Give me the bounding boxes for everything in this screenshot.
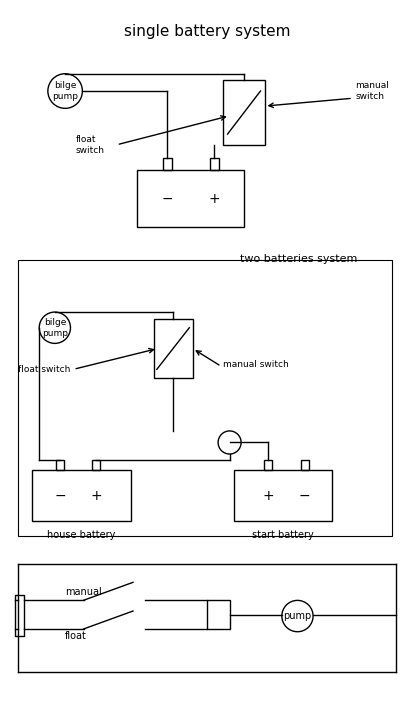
Bar	[92, 459, 100, 469]
Bar	[32, 469, 131, 521]
Text: single battery system: single battery system	[123, 24, 290, 40]
Bar	[223, 81, 264, 145]
Bar	[263, 459, 272, 469]
Text: −: −	[161, 192, 172, 206]
Text: bilge
pump: bilge pump	[52, 81, 78, 101]
Text: manual: manual	[65, 587, 102, 597]
Bar	[300, 459, 308, 469]
Text: float: float	[65, 631, 87, 641]
Text: +: +	[90, 489, 102, 503]
Text: pump: pump	[282, 611, 311, 621]
Text: −: −	[298, 489, 310, 503]
Text: float
switch: float switch	[75, 135, 104, 155]
Text: manual switch: manual switch	[223, 360, 289, 369]
Bar	[18, 260, 391, 536]
Text: start battery: start battery	[252, 530, 313, 540]
Bar	[206, 600, 229, 629]
Bar	[153, 319, 192, 378]
Text: float switch: float switch	[18, 365, 70, 374]
Text: −: −	[54, 489, 66, 503]
Bar	[233, 469, 332, 521]
Text: +: +	[208, 192, 219, 206]
Bar	[56, 459, 64, 469]
Text: manual
switch: manual switch	[354, 81, 388, 101]
Bar	[15, 595, 24, 636]
Text: house battery: house battery	[47, 530, 116, 540]
Bar	[209, 158, 218, 170]
Text: +: +	[262, 489, 273, 503]
Bar	[162, 158, 171, 170]
Bar	[137, 170, 243, 228]
Text: bilge
pump: bilge pump	[42, 318, 68, 338]
Text: two batteries system: two batteries system	[239, 254, 356, 264]
